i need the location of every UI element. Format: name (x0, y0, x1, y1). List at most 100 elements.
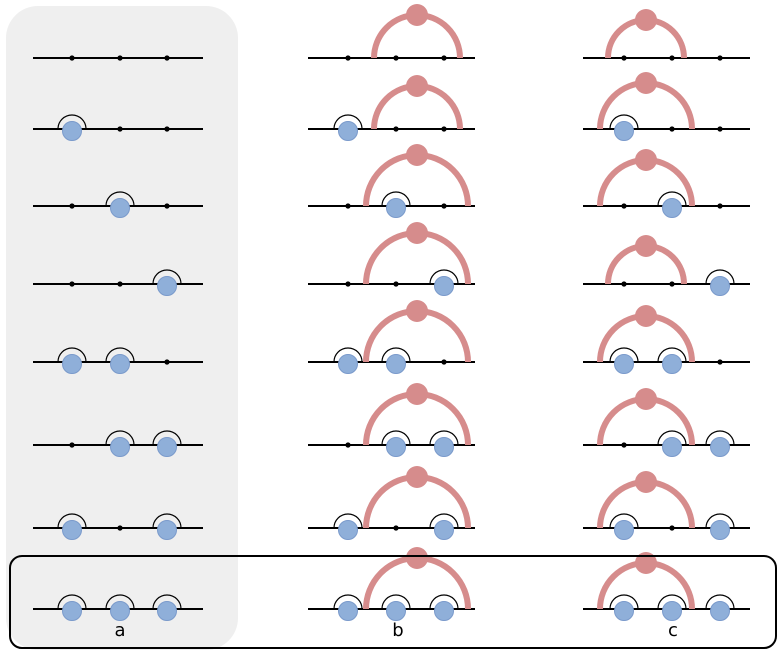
col-b-row-2-big-node (406, 75, 428, 97)
col-b-row-5-big-node (406, 300, 428, 322)
col-a-row-2-site-2-dot (117, 126, 123, 132)
col-c-row-8-site-3-node (710, 601, 730, 621)
col-b-row-1-site-3-dot (441, 55, 447, 61)
col-b-row-7-site-1-arc (333, 513, 363, 529)
col-a-row-3-site-2-node (110, 198, 130, 218)
col-c-row-3-big-node (635, 149, 657, 171)
col-b-row-8-big-node (406, 547, 428, 569)
col-a-row-2-site-1-arc (57, 114, 87, 130)
col-b-row-6-site-2-node (386, 437, 406, 457)
col-b-row-5-site-1-arc (333, 347, 363, 363)
col-c-row-7-big-node (635, 471, 657, 493)
col-c-row-6-site-2-node (662, 437, 682, 457)
col-c-row-4-big-node (635, 235, 657, 257)
col-a-row-7-site-3-arc (152, 513, 182, 529)
column-label-a: a (114, 620, 126, 641)
col-c-row-1-site-2-dot (669, 55, 675, 61)
col-b-row-5-site-2-node (386, 354, 406, 374)
col-c-row-2-site-1-arc (609, 114, 639, 130)
col-b-row-8-site-1-node (338, 601, 358, 621)
col-c-row-7-site-2-dot (669, 525, 675, 531)
col-a-row-4-site-3-arc (152, 269, 182, 285)
col-b-row-7-big-node (406, 466, 428, 488)
col-a-row-1-site-1-dot (69, 55, 75, 61)
col-c-row-4-site-1-dot (621, 281, 627, 287)
col-c-row-2-site-3-dot (717, 126, 723, 132)
col-b-row-8-site-2-node (386, 601, 406, 621)
col-c-row-1-site-3-dot (717, 55, 723, 61)
col-a-row-8-site-1-arc (57, 594, 87, 610)
col-c-row-6-site-2-arc (657, 430, 687, 446)
col-c-row-6-site-1-dot (621, 442, 627, 448)
col-a-row-3-site-2-arc (105, 191, 135, 207)
col-a-row-1-site-2-dot (117, 55, 123, 61)
col-a-row-4-site-1-dot (69, 281, 75, 287)
col-b-row-8-site-3-node (434, 601, 454, 621)
col-a-row-6-site-2-arc (105, 430, 135, 446)
col-b-row-6-site-2-arc (381, 430, 411, 446)
col-a-row-5-site-1-arc (57, 347, 87, 363)
col-a-row-6-site-2-node (110, 437, 130, 457)
col-b-row-1-big-node (406, 4, 428, 26)
col-b-row-2-site-3-dot (441, 126, 447, 132)
col-a-row-8-site-3-arc (152, 594, 182, 610)
col-b-row-7-site-3-arc (429, 513, 459, 529)
column-a-panel (6, 6, 238, 650)
col-a-row-5-site-1-node (62, 354, 82, 374)
col-b-row-5-site-2-arc (381, 347, 411, 363)
col-c-row-7-site-1-node (614, 520, 634, 540)
col-b-row-4-site-1-dot (345, 281, 351, 287)
col-b-row-7-site-2-dot (393, 525, 399, 531)
col-a-row-8-site-3-node (157, 601, 177, 621)
col-a-row-2-site-1-node (62, 121, 82, 141)
col-a-row-4-site-3-node (157, 276, 177, 296)
col-c-row-8-site-3-arc (705, 594, 735, 610)
col-b-row-4-site-3-node (434, 276, 454, 296)
col-b-row-1-site-1-dot (345, 55, 351, 61)
col-c-row-1-site-1-dot (621, 55, 627, 61)
col-a-row-7-site-1-arc (57, 513, 87, 529)
col-b-row-3-site-2-arc (381, 191, 411, 207)
col-b-row-7-site-3-node (434, 520, 454, 540)
col-c-row-6-big-node (635, 388, 657, 410)
col-b-row-3-site-1-dot (345, 203, 351, 209)
col-c-row-3-site-2-node (662, 198, 682, 218)
col-c-row-2-site-1-node (614, 121, 634, 141)
col-b-row-6-site-3-node (434, 437, 454, 457)
col-b-row-5-site-3-dot (441, 359, 447, 365)
col-b-row-5-site-1-node (338, 354, 358, 374)
col-b-row-4-site-2-dot (393, 281, 399, 287)
col-c-row-7-site-3-node (710, 520, 730, 540)
col-c-row-5-big-node (635, 305, 657, 327)
col-c-row-4-site-3-arc (705, 269, 735, 285)
col-c-row-8-big-node (635, 552, 657, 574)
col-b-row-2-site-2-dot (393, 126, 399, 132)
col-a-row-8-site-2-arc (105, 594, 135, 610)
col-b-row-6-big-node (406, 383, 428, 405)
col-b-row-2-site-1-arc (333, 114, 363, 130)
col-c-row-2-site-2-dot (669, 126, 675, 132)
col-b-row-4-site-3-arc (429, 269, 459, 285)
col-a-row-6-site-3-node (157, 437, 177, 457)
col-c-row-3-site-3-dot (717, 203, 723, 209)
col-b-row-7-site-1-node (338, 520, 358, 540)
col-a-row-7-site-2-dot (117, 525, 123, 531)
col-a-row-3-site-1-dot (69, 203, 75, 209)
col-c-row-5-site-2-node (662, 354, 682, 374)
col-b-row-3-site-2-node (386, 198, 406, 218)
col-b-row-3-site-3-dot (441, 203, 447, 209)
col-a-row-6-site-3-arc (152, 430, 182, 446)
col-b-row-8-site-3-arc (429, 594, 459, 610)
col-c-row-3-site-2-arc (657, 191, 687, 207)
col-a-row-7-site-1-node (62, 520, 82, 540)
col-b-row-2-site-1-node (338, 121, 358, 141)
col-c-row-1-big-node (635, 9, 657, 31)
bottom-row-frame (9, 555, 777, 649)
col-b-row-6-site-1-dot (345, 442, 351, 448)
col-c-row-8-site-2-node (662, 601, 682, 621)
col-a-row-6-site-1-dot (69, 442, 75, 448)
col-c-row-4-site-3-node (710, 276, 730, 296)
col-c-row-7-site-1-arc (609, 513, 639, 529)
